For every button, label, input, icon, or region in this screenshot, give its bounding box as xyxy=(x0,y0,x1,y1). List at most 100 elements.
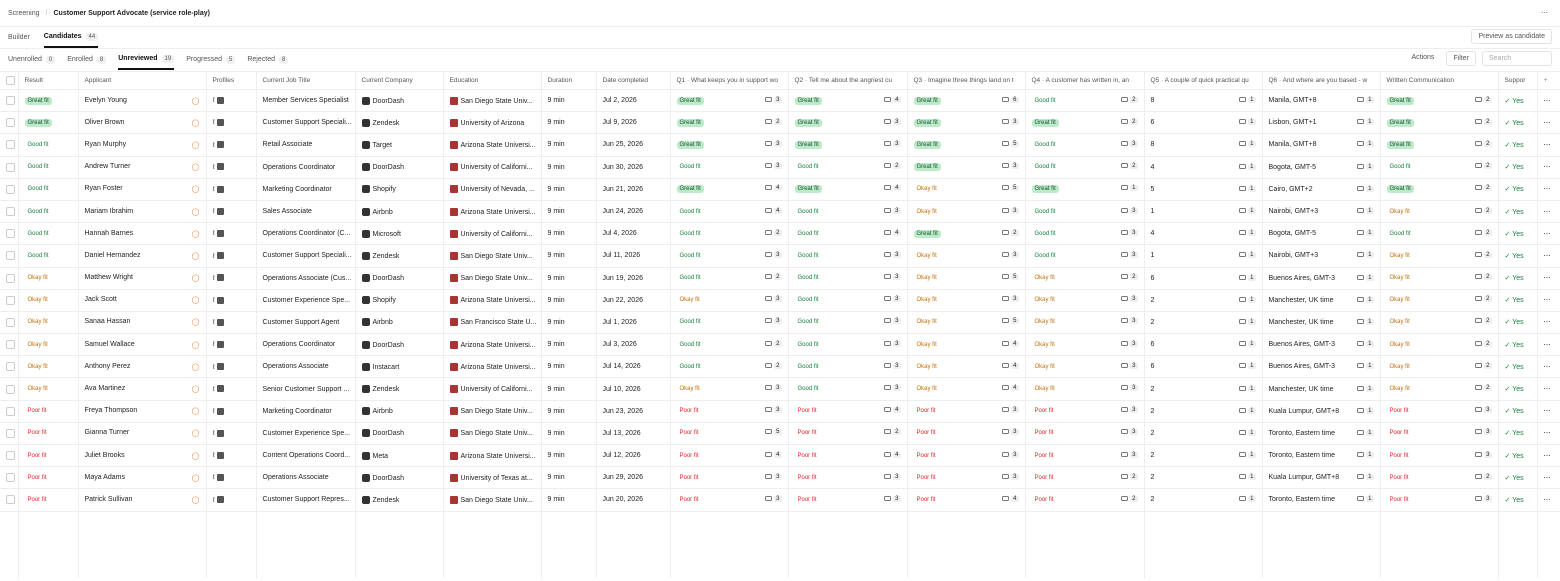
row-menu[interactable]: ⋯ xyxy=(1537,111,1560,135)
row-menu[interactable]: ⋯ xyxy=(1537,178,1560,201)
row-menu[interactable]: ⋯ xyxy=(1537,377,1560,401)
column-header[interactable]: Profiles xyxy=(206,71,257,90)
preview-button[interactable]: Preview as candidate xyxy=(1471,29,1552,44)
row-menu[interactable]: ⋯ xyxy=(1537,311,1560,335)
support-cell: ✓ Yes xyxy=(1498,133,1538,157)
row-checkbox xyxy=(0,488,19,512)
candidate-row[interactable]: Okay fit Samuel Wallace ◯ ℓ Operations Coor… xyxy=(0,333,1560,357)
candidate-row[interactable]: Okay fit Ava Martinez ◯ ℓ Senior Customer S… xyxy=(0,377,1560,401)
question-cell: Poor fit 3 xyxy=(788,488,908,512)
comment-count: 3 xyxy=(1121,385,1138,392)
comment-count-value: 4 xyxy=(774,185,782,192)
column-header[interactable]: Applicant xyxy=(78,71,207,90)
row-menu[interactable]: ⋯ xyxy=(1537,200,1560,224)
question-cell: Okay fit 2 xyxy=(1025,267,1145,290)
candidate-row[interactable]: Okay fit Matthew Wright ◯ ℓ Operations Asso… xyxy=(0,267,1560,290)
candidate-row[interactable]: Good fit Daniel Hernandez ◯ ℓ Customer Supp… xyxy=(0,244,1560,268)
company-logo xyxy=(361,362,370,371)
question-cell: Good fit 4 xyxy=(788,222,908,246)
candidate-row[interactable]: Okay fit Jack Scott ◯ ℓ Customer Experience… xyxy=(0,289,1560,312)
candidate-row[interactable]: Great fit Oliver Brown ◯ ℓ Customer Support… xyxy=(0,111,1560,135)
column-header[interactable]: Duration xyxy=(541,71,597,90)
comment-count-value: 3 xyxy=(893,473,901,480)
column-header[interactable]: Result xyxy=(18,71,79,90)
candidate-row[interactable]: Okay fit Sanaa Hassan ◯ ℓ Customer Support … xyxy=(0,311,1560,335)
subtab[interactable]: Progressed 5 xyxy=(186,49,236,70)
column-header[interactable]: Q4 · A customer has written in, an xyxy=(1025,71,1145,90)
question-cell: Okay fit 3 xyxy=(670,289,789,312)
candidate-row[interactable]: Great fit Evelyn Young ◯ ℓ Member Services … xyxy=(0,89,1560,113)
comment-count-value: 2 xyxy=(774,274,782,281)
question-cell: Poor fit 2 xyxy=(1025,488,1145,512)
column-header[interactable]: Q2 · Tell me about the angriest cu xyxy=(788,71,908,90)
education-cell: University of Californi... xyxy=(443,377,542,401)
row-menu[interactable]: ⋯ xyxy=(1537,333,1560,357)
row-menu[interactable]: ⋯ xyxy=(1537,422,1560,446)
column-header[interactable]: Q6 · And where are you based - w xyxy=(1262,71,1381,90)
candidate-row[interactable]: Good fit Ryan Foster ◯ ℓ Marketing Coordina… xyxy=(0,178,1560,201)
row-menu[interactable]: ⋯ xyxy=(1537,133,1560,157)
fit-badge: Good fit xyxy=(27,186,49,193)
candidate-row[interactable]: Poor fit Maya Adams ◯ ℓ Operations Associat… xyxy=(0,466,1560,490)
question-cell: Poor fit 3 xyxy=(907,466,1026,490)
comment-count-value: 4 xyxy=(893,451,901,458)
row-menu[interactable]: ⋯ xyxy=(1537,444,1560,468)
subtab[interactable]: Enrolled 8 xyxy=(67,49,107,70)
candidate-row[interactable]: Poor fit Freya Thompson ◯ ℓ Marketing Coord… xyxy=(0,400,1560,423)
comment-count: 2 xyxy=(1121,163,1138,170)
column-header[interactable]: Suppor xyxy=(1498,71,1538,90)
candidate-row[interactable]: Good fit Ryan Murphy ◯ ℓ Retail Associate Ta… xyxy=(0,133,1560,157)
comment-count-value: 5 xyxy=(1011,274,1019,281)
row-menu[interactable]: ⋯ xyxy=(1537,466,1560,490)
candidate-row[interactable]: Good fit Andrew Turner ◯ ℓ Operations Coord… xyxy=(0,156,1560,179)
row-menu[interactable]: ⋯ xyxy=(1537,488,1560,512)
subtab[interactable]: Rejected 8 xyxy=(247,49,289,70)
candidate-row[interactable]: Good fit Mariam Ibrahim ◯ ℓ Sales Associate… xyxy=(0,200,1560,224)
candidate-row[interactable]: Okay fit Anthony Perez ◯ ℓ Operations Assoc… xyxy=(0,355,1560,379)
candidate-row[interactable]: Poor fit Patrick Sullivan ◯ ℓ Customer Supp… xyxy=(0,488,1560,512)
column-header[interactable]: Date completed xyxy=(596,71,671,90)
question-cell: Good fit 2 xyxy=(670,222,789,246)
column-header[interactable]: Written Communication xyxy=(1380,71,1499,90)
search-input[interactable]: Search xyxy=(1482,51,1552,66)
comment-count: 2 xyxy=(1475,185,1492,192)
add-column[interactable]: + xyxy=(1537,71,1560,90)
row-menu[interactable]: ⋯ xyxy=(1537,400,1560,423)
filter-button[interactable]: Filter xyxy=(1446,51,1476,66)
subtab[interactable]: Unreviewed 19 xyxy=(118,49,175,70)
crumb-root[interactable]: Screening xyxy=(8,9,40,17)
candidate-row[interactable]: Poor fit Juliet Brooks ◯ ℓ Content Operatio… xyxy=(0,444,1560,468)
date-cell: Jul 11, 2026 xyxy=(596,244,671,268)
row-menu[interactable]: ⋯ xyxy=(1537,222,1560,246)
support-cell: ✓ Yes xyxy=(1498,422,1538,446)
row-menu[interactable]: ⋯ xyxy=(1537,267,1560,290)
column-header[interactable]: Education xyxy=(443,71,542,90)
comment-count: 3 xyxy=(884,207,901,214)
row-menu[interactable]: ⋯ xyxy=(1537,289,1560,312)
comment-count-value: 3 xyxy=(1130,429,1138,436)
row-menu[interactable]: ⋯ xyxy=(1537,156,1560,179)
comment-count: 2 xyxy=(1475,362,1492,369)
comment-count-value: 2 xyxy=(1484,340,1492,347)
column-header[interactable]: Q1 · What keeps you in support wo xyxy=(670,71,789,90)
row-menu[interactable]: ⋯ xyxy=(1537,355,1560,379)
column-header[interactable]: Current Job Title xyxy=(256,71,356,90)
row-menu[interactable]: ⋯ xyxy=(1537,89,1560,113)
support-value: Yes xyxy=(1512,430,1524,438)
comment-count-value: 3 xyxy=(1130,207,1138,214)
subtab-label: Enrolled xyxy=(67,56,93,63)
answer-text: 2 xyxy=(1150,407,1155,415)
actions-button[interactable]: Actions xyxy=(1411,54,1435,61)
candidate-row[interactable]: Good fit Hannah Barnes ◯ ℓ Operations Coord… xyxy=(0,222,1560,246)
question-cell: Great fit 2 xyxy=(907,222,1026,246)
column-header[interactable]: Current Company xyxy=(355,71,444,90)
candidate-row[interactable]: Poor fit Gianna Turner ◯ ℓ Customer Experie… xyxy=(0,422,1560,446)
column-header[interactable]: Q5 · A couple of quick practical qu xyxy=(1144,71,1263,90)
column-header[interactable]: Q3 · Imagine three things land on t xyxy=(907,71,1026,90)
fit-badge: Poor fit xyxy=(1389,474,1409,481)
tab[interactable]: Candidates 44 xyxy=(43,27,99,48)
answer-text: 2 xyxy=(1150,429,1155,437)
subtab[interactable]: Unenrolled 0 xyxy=(8,49,56,70)
tab[interactable]: Builder xyxy=(8,27,30,48)
row-menu[interactable]: ⋯ xyxy=(1537,244,1560,268)
